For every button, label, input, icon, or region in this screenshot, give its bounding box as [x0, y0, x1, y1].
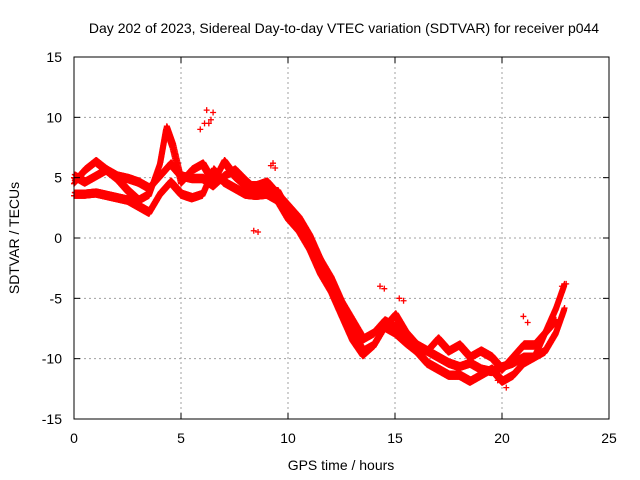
data-points: [71, 107, 570, 391]
